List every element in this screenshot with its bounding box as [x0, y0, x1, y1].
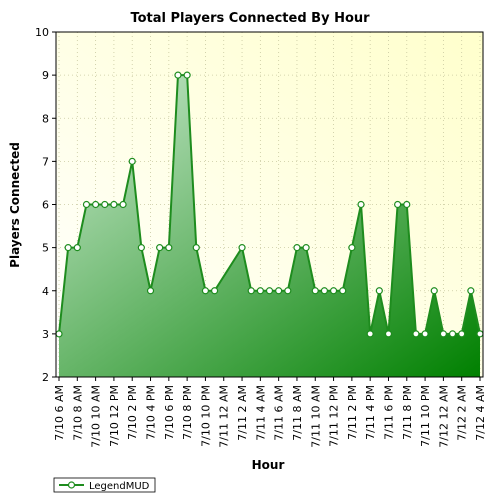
x-tick-label: 7/11 2 AM [236, 385, 249, 441]
y-tick-label: 6 [42, 199, 49, 212]
x-tick-label: 7/11 12 PM [328, 385, 341, 447]
x-tick-label: 7/12 12 AM [437, 385, 450, 448]
data-point [293, 244, 301, 252]
x-tick-label: 7/12 2 AM [456, 385, 469, 441]
series-markers [55, 71, 484, 338]
data-point [394, 200, 402, 209]
data-point [55, 330, 63, 338]
y-axis-title: Players Connected [8, 142, 22, 268]
data-point [329, 287, 338, 295]
data-point [412, 330, 420, 338]
x-tick-label: 7/11 12 AM [218, 385, 231, 448]
data-point [238, 244, 246, 252]
data-point [174, 71, 182, 79]
data-point [384, 330, 393, 338]
data-point [128, 157, 136, 165]
x-tick-label: 7/11 10 PM [419, 385, 432, 447]
data-point [110, 200, 118, 209]
data-point [192, 244, 200, 252]
y-axis: 2 3 4 5 6 7 8 9 10 [35, 26, 56, 384]
x-tick-label: 7/11 6 PM [382, 385, 395, 440]
legend: LegendMUD [53, 477, 156, 493]
y-tick-label: 5 [42, 242, 49, 255]
x-tick-label: 7/10 8 AM [71, 385, 84, 441]
data-point [421, 330, 429, 338]
data-point [448, 330, 457, 338]
data-point [320, 287, 329, 295]
series-area [59, 75, 480, 377]
x-tick-label: 7/10 10 AM [90, 385, 103, 448]
data-point [119, 200, 127, 209]
chart-title: Total Players Connected By Hour [130, 11, 370, 26]
y-tick-label: 10 [35, 26, 49, 39]
data-point [467, 287, 475, 295]
x-tick-label: 7/11 8 AM [291, 385, 304, 441]
data-point [183, 71, 191, 79]
data-point [275, 287, 283, 295]
data-point [339, 287, 347, 295]
data-point [357, 200, 365, 209]
data-point [458, 330, 466, 338]
x-axis: 7/10 6 AM 7/10 8 AM 7/10 10 AM 7/10 12 PM 7/… [53, 377, 487, 448]
legend-marker-swatch [67, 481, 76, 489]
x-tick-label: 7/10 6 PM [163, 385, 176, 440]
x-tick-label: 7/11 4 AM [254, 385, 267, 441]
y-tick-label: 8 [42, 112, 49, 125]
data-point [311, 287, 319, 295]
data-point [430, 287, 438, 295]
data-point [64, 244, 72, 252]
data-point [265, 287, 274, 295]
x-tick-label: 7/11 4 PM [364, 385, 377, 440]
data-point [201, 287, 210, 295]
data-point [439, 330, 447, 338]
data-point [210, 287, 219, 295]
data-point [137, 244, 145, 252]
y-tick-label: 2 [42, 371, 49, 384]
y-tick-label: 3 [42, 328, 49, 341]
data-point [403, 200, 411, 209]
y-tick-label: 4 [42, 285, 49, 298]
data-point [348, 244, 356, 252]
data-point [101, 200, 109, 209]
data-point [92, 200, 100, 209]
data-point [247, 287, 255, 295]
y-tick-label: 9 [42, 69, 49, 82]
data-point [375, 287, 383, 295]
x-tick-label: 7/11 2 PM [346, 385, 359, 440]
x-tick-label: 7/10 10 PM [199, 385, 212, 447]
x-tick-label: 7/10 6 AM [53, 385, 66, 441]
data-point [82, 200, 91, 209]
x-tick-label: 7/11 10 AM [309, 385, 322, 448]
data-point [146, 287, 155, 295]
x-tick-label: 7/10 4 PM [145, 385, 158, 440]
x-tick-label: 7/11 8 PM [401, 385, 414, 440]
legend-box [53, 477, 156, 493]
x-axis-title: Hour [252, 458, 285, 472]
data-point [284, 287, 292, 295]
data-point [73, 244, 81, 252]
x-tick-label: 7/10 2 PM [126, 385, 139, 440]
x-tick-label: 7/10 12 PM [108, 385, 121, 447]
data-point [256, 287, 264, 295]
data-point [476, 330, 484, 338]
x-tick-label: 7/11 6 AM [273, 385, 286, 441]
legend-label: LegendMUD [89, 481, 150, 492]
data-point [366, 330, 374, 338]
data-point [165, 244, 173, 252]
data-point [156, 244, 164, 252]
y-tick-label: 7 [42, 155, 49, 168]
x-tick-label: 7/10 8 PM [181, 385, 194, 440]
data-point [302, 244, 310, 252]
x-tick-label: 7/12 4 AM [474, 385, 487, 441]
